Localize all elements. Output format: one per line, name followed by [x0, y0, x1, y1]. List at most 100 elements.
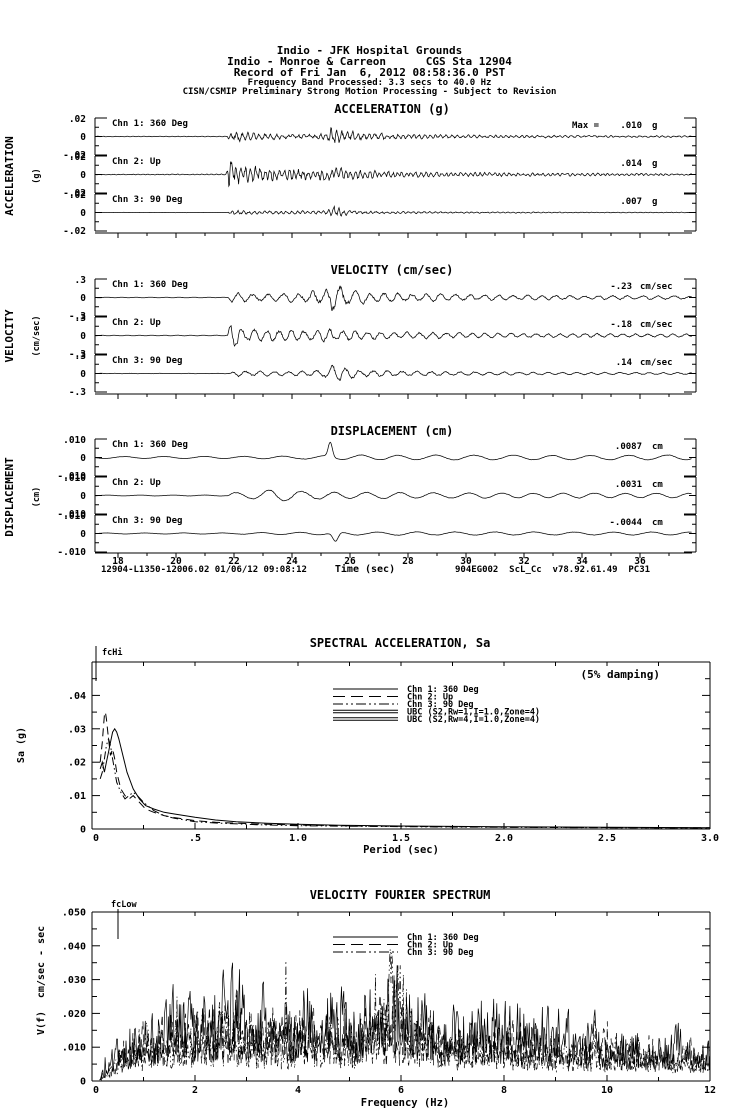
ytick-label: -.010: [57, 509, 86, 520]
max-units: cm: [652, 518, 663, 528]
xtick-label: 34: [576, 556, 588, 567]
ytick-label: .010: [63, 511, 86, 522]
ytick-label: .01: [68, 791, 86, 802]
ytick-label: -.02: [63, 150, 86, 161]
ytick-label: -.010: [57, 547, 86, 558]
max-units: cm: [652, 480, 663, 490]
frequency-band-note: Frequency Band Processed: 3.3 secs to 40…: [247, 78, 492, 88]
station-title: Indio - JFK Hospital Grounds: [276, 44, 463, 57]
x-axis-title: Period (sec): [363, 844, 439, 856]
channel-label: Chn 3: 90 Deg: [112, 356, 182, 366]
channel-label: Chn 1: 360 Deg: [112, 440, 188, 450]
ytick-label: 0: [80, 132, 86, 143]
xtick-label: .5: [189, 833, 201, 844]
xtick-label: 1.0: [289, 833, 307, 844]
ytick-label: .02: [69, 190, 86, 201]
acceleration-side-units: (g): [32, 168, 42, 183]
ytick-label: .040: [62, 941, 86, 952]
max-value: .014: [620, 159, 642, 169]
ytick-label: .010: [63, 435, 86, 446]
legend-label: UBC (S2,Rw=4,I=1.0,Zone=4): [407, 715, 540, 725]
max-prefix: Max =: [572, 121, 600, 131]
spectral_acceleration-title: SPECTRAL ACCELERATION, Sa: [310, 636, 491, 650]
sa-curve-chn2: [99, 711, 710, 829]
damping-note: (5% damping): [581, 668, 660, 681]
max-value: -.18: [610, 320, 632, 330]
displacement-panel: DISPLACEMENT (cm) DISPLACEMENT (cm) .010 0 -.…: [3, 424, 697, 575]
spectral_acceleration-panel: SPECTRAL ACCELERATION, Sa 0 .01 .02 .03 .04 0.…: [16, 636, 719, 856]
max-units: cm/sec: [640, 282, 673, 292]
ytick-label: .04: [68, 691, 86, 702]
xtick-label: 30: [460, 556, 472, 567]
ytick-label: 0: [80, 331, 86, 342]
xtick-label: 6: [398, 1085, 404, 1096]
fourier-curve-chn2: [99, 989, 710, 1081]
ytick-label: -.3: [69, 349, 86, 360]
ytick-label: 0: [80, 491, 86, 502]
xtick-label: 18: [112, 556, 124, 567]
fchi-label: fcHi: [102, 647, 122, 658]
velocity-side-label: VELOCITY: [3, 309, 16, 362]
velocity-trace-chn3: [94, 364, 692, 382]
ytick-label: 0: [80, 208, 86, 219]
channel-label: Chn 2: Up: [112, 478, 161, 488]
ytick-label: 0: [80, 1077, 86, 1088]
velocity_fourier_spectrum-title: VELOCITY FOURIER SPECTRUM: [310, 888, 491, 902]
max-value: .0087: [615, 442, 642, 452]
xtick-label: 28: [402, 556, 414, 567]
ytick-label: .050: [62, 908, 86, 919]
max-units: g: [652, 121, 657, 131]
acceleration-panel: ACCELERATION (g) ACCELERATION (g) .02 0 -.02 C…: [3, 102, 697, 238]
displacement-side-units: (cm): [32, 487, 42, 507]
xtick-label: 24: [286, 556, 298, 567]
xtick-label: 20: [170, 556, 182, 567]
ytick-label: -.02: [63, 188, 86, 199]
ytick-label: 0: [80, 369, 86, 380]
xtick-label: 4: [295, 1085, 301, 1096]
channel-label: Chn 2: Up: [112, 318, 161, 328]
legend-label: Chn 1: 360 Deg: [407, 685, 479, 695]
legend-label: Chn 3: 90 Deg: [407, 700, 474, 710]
max-value: .007: [620, 197, 642, 207]
channel-label: Chn 3: 90 Deg: [112, 516, 182, 526]
ytick-label: .010: [63, 473, 86, 484]
xtick-label: 0: [93, 833, 99, 844]
ytick-label: -.010: [57, 471, 86, 482]
ytick-label: -.3: [69, 311, 86, 322]
max-units: cm/sec: [640, 358, 673, 368]
ytick-label: .020: [62, 1009, 86, 1020]
sa-curve-chn3: [99, 737, 710, 829]
xtick-label: 2: [192, 1085, 198, 1096]
ytick-label: .02: [69, 114, 86, 125]
displacement-title: DISPLACEMENT (cm): [331, 424, 454, 438]
xtick-label: 12: [704, 1085, 716, 1096]
channel-label: Chn 3: 90 Deg: [112, 195, 182, 205]
acceleration-side-label: ACCELERATION: [3, 136, 16, 215]
ytick-label: .3: [75, 313, 87, 324]
x-axis-title: Time (sec): [335, 563, 395, 575]
xtick-label: 3.0: [701, 833, 719, 844]
xtick-label: 26: [344, 556, 356, 567]
channel-label: Chn 2: Up: [112, 157, 161, 167]
xtick-label: 0: [93, 1085, 99, 1096]
legend-label: Chn 2: Up: [407, 941, 453, 951]
velocity_fourier_spectrum-panel: VELOCITY FOURIER SPECTRUM 0 .010 .020 .030 .0…: [36, 888, 716, 1109]
xtick-label: 22: [228, 556, 239, 567]
velocity-panel: VELOCITY (cm/sec) VELOCITY (cm/sec) .3 0 -.3 C…: [3, 263, 697, 399]
station-subtitle: Indio - Monroe & Carreon CGS Sta 12904: [227, 55, 512, 68]
legend-label: UBC (S2,Rw=1,I=1.0,Zone=4): [407, 708, 540, 718]
velocity-trace-chn1: [94, 285, 692, 311]
footer-processing-id: 904EG002 ScL_Cc v78.92.61.49 PC31: [455, 565, 651, 575]
acceleration-title: ACCELERATION (g): [334, 102, 450, 116]
ytick-label: 0: [80, 293, 86, 304]
ytick-label: .02: [68, 758, 86, 769]
y-axis-title: V(f): [36, 1011, 47, 1035]
xtick-label: 32: [518, 556, 529, 567]
legend-label: Chn 2: Up: [407, 693, 453, 703]
ytick-label: .03: [68, 724, 86, 735]
acceleration-trace-chn1: [94, 127, 692, 143]
ytick-label: -.02: [63, 226, 86, 237]
velocity-trace-chn2: [94, 324, 692, 347]
ytick-label: -.3: [69, 387, 86, 398]
